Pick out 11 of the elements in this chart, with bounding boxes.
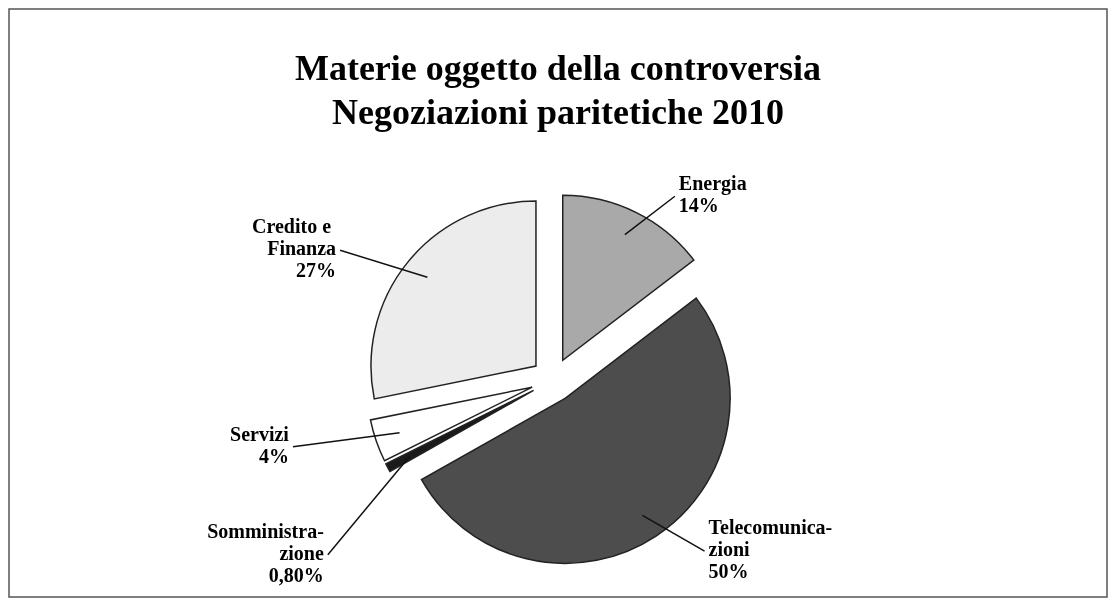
slice-label: Telecomunica-zioni — [708, 516, 833, 561]
data-label: 4% — [258, 444, 289, 467]
chart-title: Materie oggetto della controversia Negoziazioni paritetiche 2010 — [294, 48, 822, 132]
data-label: 0,80% — [268, 563, 324, 586]
data-label: 27% — [296, 259, 337, 282]
slice-label: Somministra-zione — [207, 519, 324, 564]
data-label: 14% — [678, 194, 719, 217]
slice-label: Servizi — [230, 422, 290, 445]
slice-label: Energia — [678, 172, 747, 196]
slice-label: Credito e Finanza — [252, 215, 337, 260]
data-label: 50% — [708, 560, 749, 583]
